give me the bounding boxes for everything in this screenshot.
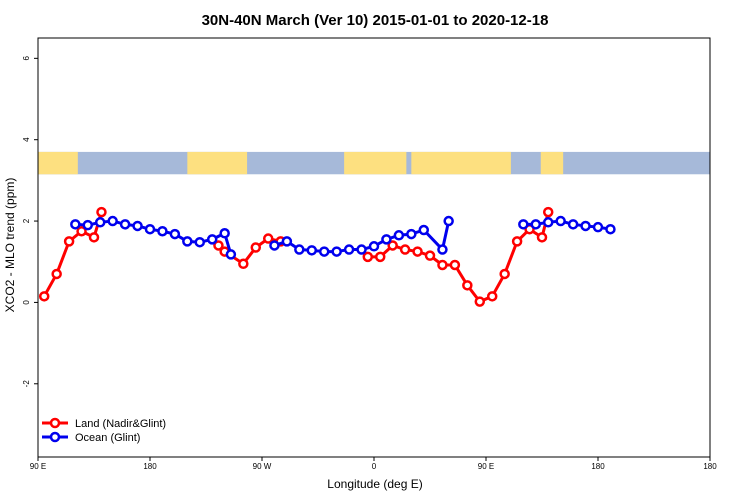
series-0-point-2-4 bbox=[412, 246, 423, 257]
series-0-point-2-12 bbox=[511, 236, 523, 247]
x-tick-label-2: 90 W bbox=[253, 462, 272, 471]
x-tick-label-5: 180 bbox=[591, 462, 605, 471]
series-1-point-1-1 bbox=[281, 236, 293, 247]
series-1-point-0-0 bbox=[70, 219, 81, 230]
series-0-point-2-10 bbox=[486, 291, 498, 302]
series-2-point-0-6 bbox=[592, 221, 604, 233]
series-2-point-0-3 bbox=[555, 215, 566, 227]
series-1-point-0-2 bbox=[94, 217, 106, 228]
series-1-point-0-4 bbox=[119, 219, 131, 230]
series-1-point-1-14 bbox=[443, 215, 454, 227]
series-0-point-1-4 bbox=[262, 233, 274, 244]
legend-marker-0 bbox=[49, 417, 61, 429]
legend: Land (Nadir&Glint) Ocean (Glint) bbox=[42, 417, 166, 444]
series-1-point-1-8 bbox=[368, 241, 380, 252]
series-0-point-2-0 bbox=[362, 251, 374, 263]
series-0-point-2-11 bbox=[499, 268, 510, 280]
series-1-point-0-11 bbox=[206, 234, 218, 245]
series-1-point-1-7 bbox=[356, 244, 367, 255]
legend-marker-1 bbox=[49, 431, 61, 443]
series-2 bbox=[518, 215, 616, 235]
series-1-point-1-9 bbox=[381, 234, 392, 245]
series-0-line-2 bbox=[367, 211, 550, 304]
series-0-point-0-2 bbox=[63, 236, 75, 247]
x-tick-label-end: 180 bbox=[703, 462, 717, 471]
map-land-3 bbox=[411, 151, 511, 175]
y-tick-label-0: -2 bbox=[22, 380, 31, 388]
series-1-point-1-0 bbox=[269, 240, 280, 251]
series-0-point-2-2 bbox=[387, 240, 398, 251]
map-land-2 bbox=[344, 151, 407, 175]
series-0-point-2-5 bbox=[424, 250, 436, 261]
map-land-1 bbox=[187, 151, 248, 175]
series-0-point-1-3 bbox=[250, 242, 262, 253]
series-0-point-2-3 bbox=[399, 244, 411, 255]
series-2-point-0-0 bbox=[518, 219, 529, 230]
y-tick-label-4: 6 bbox=[22, 56, 31, 61]
series-0-point-0-5 bbox=[96, 206, 107, 218]
x-tick-label-0: 90 E bbox=[30, 462, 46, 471]
x-axis-label: Longitude (deg E) bbox=[327, 477, 422, 491]
series-1-point-0-7 bbox=[157, 225, 168, 237]
series-1-point-0-10 bbox=[194, 236, 206, 248]
legend-label-0: Land (Nadir&Glint) bbox=[75, 418, 166, 430]
series-0-point-2-1 bbox=[374, 251, 386, 263]
series-0-point-1-0 bbox=[213, 240, 224, 251]
y-tick-label-2: 2 bbox=[22, 218, 31, 223]
series-1-point-1-6 bbox=[343, 244, 355, 255]
series-1-point-0-8 bbox=[169, 228, 181, 240]
series-1-point-1-11 bbox=[406, 228, 417, 240]
map-land-4 bbox=[540, 151, 564, 175]
series-0-point-2-6 bbox=[437, 259, 448, 271]
series-2-point-0-2 bbox=[542, 217, 554, 228]
y-tick-label-3: 4 bbox=[22, 137, 31, 142]
chart-title: 30N-40N March (Ver 10) 2015-01-01 to 202… bbox=[202, 12, 549, 29]
legend-label-1: Ocean (Glint) bbox=[75, 432, 140, 444]
x-tick-label-4: 90 E bbox=[478, 462, 494, 471]
series-1-point-1-10 bbox=[393, 230, 405, 241]
series-1-point-0-6 bbox=[144, 223, 156, 235]
series-0-point-0-0 bbox=[38, 291, 50, 302]
series-1-point-1-4 bbox=[318, 246, 330, 257]
axes: 90 E 180 90 W 0 90 E 180 180 -2 0 2 4 6 bbox=[22, 37, 717, 471]
series-2-point-0-5 bbox=[580, 220, 591, 232]
series-0-point-2-8 bbox=[462, 280, 473, 291]
map-land-0 bbox=[38, 151, 78, 175]
series-0 bbox=[38, 206, 554, 307]
series-1-point-0-3 bbox=[107, 215, 118, 227]
map-band bbox=[38, 151, 710, 175]
series-2-point-0-1 bbox=[530, 219, 542, 230]
series-0-point-2-14 bbox=[536, 232, 548, 243]
series-1 bbox=[70, 215, 454, 260]
series-1-point-0-12 bbox=[219, 228, 230, 239]
x-tick-label-1: 180 bbox=[143, 462, 157, 471]
series-1-point-0-13 bbox=[225, 249, 237, 260]
y-axis-label: XCO2 - MLO trend (ppm) bbox=[3, 178, 17, 313]
series-1-point-1-3 bbox=[306, 245, 318, 256]
series-0-point-2-9 bbox=[474, 296, 486, 307]
series-0-point-2-7 bbox=[449, 259, 461, 271]
series-1-point-1-2 bbox=[294, 244, 305, 255]
series-2-point-0-7 bbox=[605, 223, 616, 235]
series-1-point-0-5 bbox=[132, 220, 143, 232]
y-tick-label-1: 0 bbox=[22, 300, 31, 305]
series-0-point-1-2 bbox=[238, 258, 249, 270]
series-1-point-1-5 bbox=[331, 246, 342, 257]
series-1-point-1-13 bbox=[437, 244, 448, 255]
series-0-point-0-1 bbox=[51, 268, 62, 280]
series-1-point-0-1 bbox=[82, 219, 94, 231]
series-2-point-0-4 bbox=[567, 219, 579, 230]
series-1-point-1-12 bbox=[418, 224, 430, 236]
x-tick-label-3: 0 bbox=[372, 462, 377, 471]
series-1-point-0-9 bbox=[182, 236, 193, 247]
series-0-point-0-4 bbox=[88, 232, 100, 243]
series-0-point-0-3 bbox=[76, 225, 87, 237]
series-layer bbox=[38, 206, 616, 307]
series-0-point-2-15 bbox=[542, 206, 554, 218]
